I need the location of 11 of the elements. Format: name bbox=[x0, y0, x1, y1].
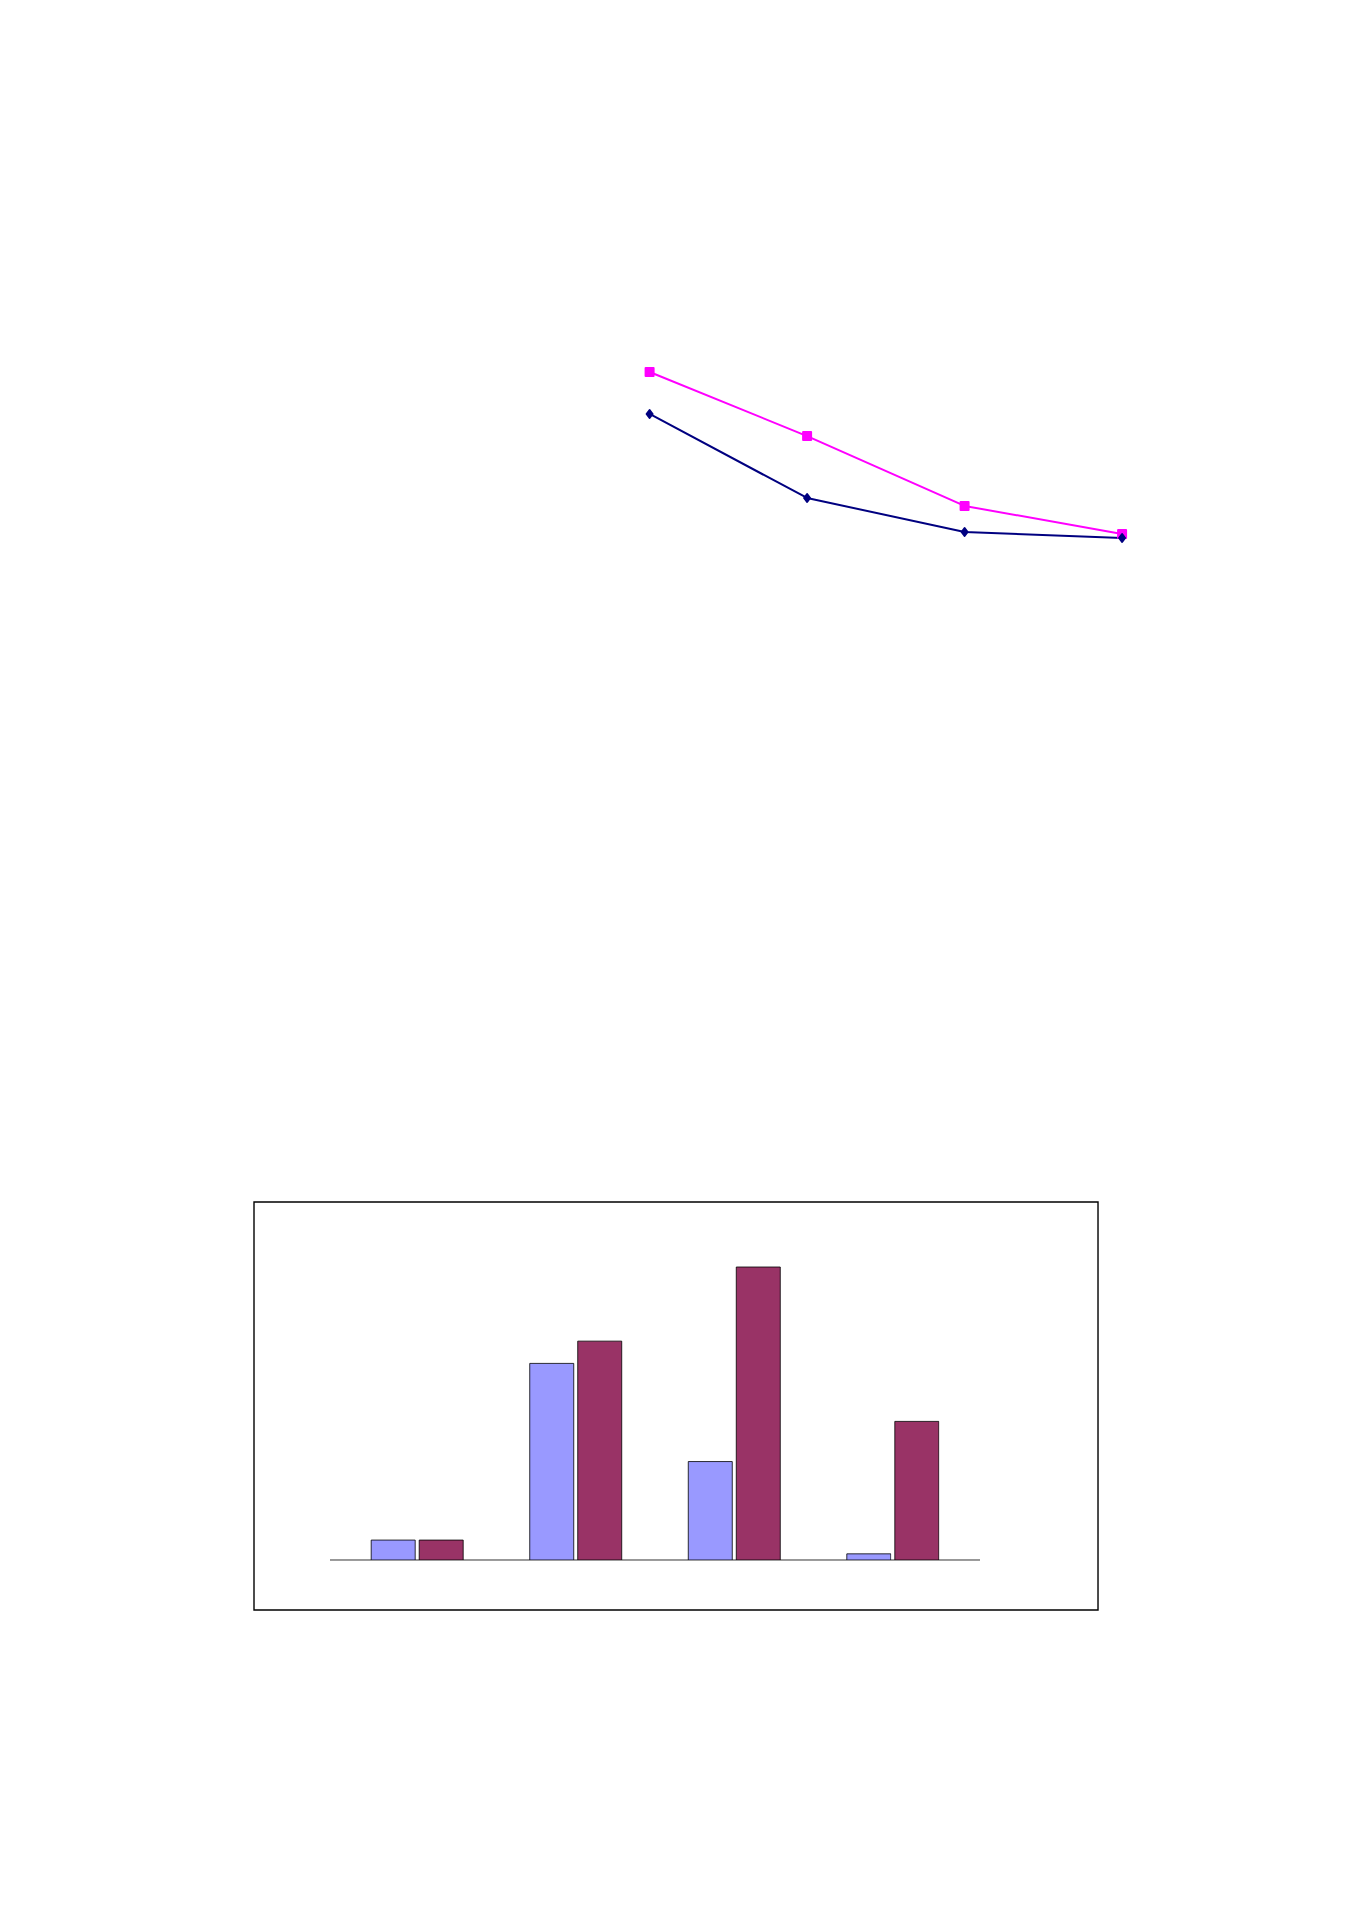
point bbox=[803, 492, 812, 503]
bar bbox=[894, 1421, 940, 1560]
point bbox=[802, 431, 813, 442]
point bbox=[644, 367, 655, 377]
bar bbox=[735, 1266, 781, 1560]
point bbox=[959, 500, 970, 511]
point bbox=[960, 527, 969, 538]
bar bbox=[687, 1461, 733, 1560]
bar bbox=[577, 1340, 623, 1560]
point bbox=[645, 408, 654, 419]
bar bbox=[529, 1363, 575, 1560]
